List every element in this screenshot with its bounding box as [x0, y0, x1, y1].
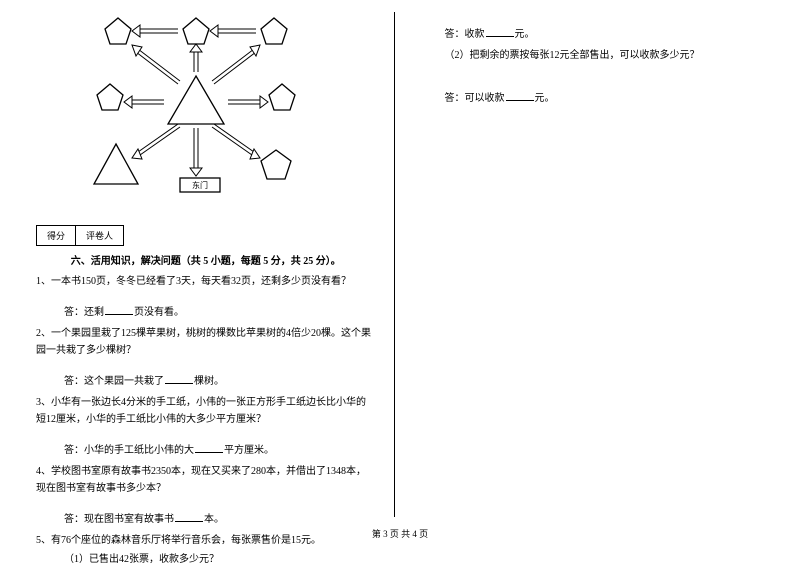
q1-blank[interactable] [105, 304, 133, 315]
q4-ans-pre: 答：现在图书室有故事书 [64, 514, 174, 525]
q5-ans1-post: 元。 [515, 29, 535, 40]
q3-blank[interactable] [195, 442, 223, 453]
score-box: 得分 评卷人 [36, 225, 124, 246]
arrow-c-tl [132, 45, 180, 84]
right-column: 答：收款元。 （2）把剩余的票按每张12元全部售出，可以收款多少元？ 答：可以收… [395, 12, 771, 517]
q3-answer: 答：小华的手工纸比小伟的大 平方厘米。 [64, 442, 376, 459]
q4-text: 4、学校图书室原有故事书2350本，现在又买来了280本，并借出了1348本，现… [36, 463, 376, 497]
pentagon-br [261, 150, 291, 179]
q5-ans2: 答：可以收款 元。 [445, 90, 757, 107]
q5-ans2-post: 元。 [535, 93, 555, 104]
q4-blank[interactable] [175, 511, 203, 522]
page-container: 东门 [30, 12, 770, 517]
arrow-c-bl [132, 124, 180, 159]
section-title: 六、活用知识，解决问题（共 5 小题，每题 5 分，共 25 分）。 [36, 252, 376, 267]
q4-answer: 答：现在图书室有故事书 本。 [64, 511, 376, 528]
arrow-c-tr [212, 45, 260, 84]
q5-sub1: （1）已售出42张票，收款多少元？ [64, 551, 376, 568]
arrow-c-gate [190, 128, 202, 176]
q2-blank[interactable] [165, 373, 193, 384]
shapes-diagram: 东门 [86, 12, 306, 202]
score-cell-score: 得分 [37, 226, 76, 245]
q5-blank1[interactable] [486, 26, 514, 37]
q3-ans-pre: 答：小华的手工纸比小伟的大 [64, 445, 194, 456]
arrow-c-br [212, 124, 260, 159]
q1-text: 1、一本书150页，冬冬已经看了3天，每天看32页，还剩多少页没有看？ [36, 273, 376, 290]
q1-ans-pre: 答：还剩 [64, 307, 104, 318]
score-cell-reviewer: 评卷人 [76, 226, 123, 245]
gate-label: 东门 [192, 180, 208, 190]
q2-ans-post: 棵树。 [194, 376, 224, 387]
q2-text: 2、一个果园里栽了125棵苹果树，桃树的棵数比苹果树的4倍少20棵。这个果园一共… [36, 325, 376, 359]
q5-ans2-pre: 答：可以收款 [445, 93, 505, 104]
q5-ans1: 答：收款 元。 [445, 26, 757, 43]
pentagon-tr [261, 18, 287, 44]
q4-ans-post: 本。 [204, 514, 224, 525]
pentagon-tc [183, 18, 209, 44]
pentagon-ml [97, 84, 123, 110]
q2-ans-pre: 答：这个果园一共栽了 [64, 376, 164, 387]
arrow-tr-tc [210, 25, 256, 37]
pentagon-tl [105, 18, 131, 44]
q1-ans-post: 页没有看。 [134, 307, 184, 318]
arrow-c-ml [124, 96, 164, 108]
arrow-tc-tl [132, 25, 178, 37]
pentagon-mr [269, 84, 295, 110]
q5-text: 5、有76个座位的森林音乐厅将举行音乐会，每张票售价是15元。 [36, 532, 376, 549]
q3-text: 3、小华有一张边长4分米的手工纸，小伟的一张正方形手工纸边长比小华的短12厘米，… [36, 394, 376, 428]
q5-sub2: （2）把剩余的票按每张12元全部售出，可以收款多少元？ [445, 47, 757, 64]
q5-blank2[interactable] [506, 90, 534, 101]
triangle-bl [94, 144, 138, 184]
q2-answer: 答：这个果园一共栽了 棵树。 [64, 373, 376, 390]
q3-ans-post: 平方厘米。 [224, 445, 274, 456]
q5-ans1-pre: 答：收款 [445, 29, 485, 40]
arrow-c-tc [190, 44, 202, 72]
arrow-c-mr [228, 96, 268, 108]
left-column: 东门 [30, 12, 395, 517]
q1-answer: 答：还剩 页没有看。 [64, 304, 376, 321]
